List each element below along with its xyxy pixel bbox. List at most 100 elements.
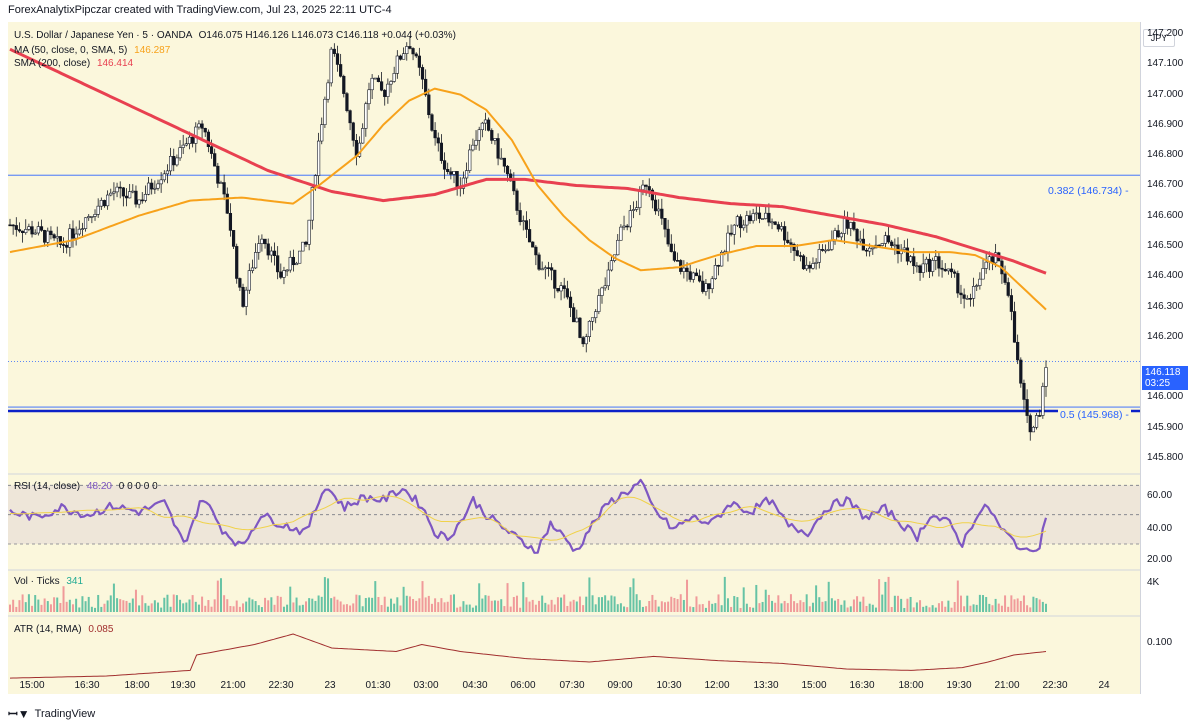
candle-body xyxy=(817,249,821,263)
volume-bar xyxy=(994,598,997,612)
candle-body xyxy=(886,235,891,243)
candle-body xyxy=(713,265,717,280)
candle-body xyxy=(499,157,503,160)
fib-level-0382-label[interactable]: 0.382 (146.734) - xyxy=(1046,185,1131,197)
candle-body xyxy=(238,278,242,288)
candle-body xyxy=(109,192,113,196)
candle-body xyxy=(836,230,840,238)
time-axis-label: 15:00 xyxy=(801,680,827,691)
candle-body xyxy=(335,53,340,65)
volume-bar xyxy=(238,606,241,612)
volume-bar xyxy=(815,585,818,612)
fib-level-05-label[interactable]: 0.5 (145.968) - xyxy=(1058,409,1131,421)
candle-body xyxy=(329,48,333,84)
time-axis-label: 16:30 xyxy=(849,680,875,691)
volume-bar xyxy=(607,600,610,612)
volume-bar xyxy=(305,601,307,612)
legend-ma-row[interactable]: MA (50, close, 0, SMA, 5) 146.287 xyxy=(14,45,170,56)
price-axis-label: 147.100 xyxy=(1147,58,1184,70)
volume-bar xyxy=(242,603,245,612)
legend-symbol[interactable]: U.S. Dollar / Japanese Yen · 5 · OANDA xyxy=(14,30,192,41)
candle-body xyxy=(587,320,592,337)
candle-body xyxy=(868,247,872,252)
volume-bar xyxy=(386,606,389,612)
volume-bar xyxy=(915,602,918,612)
candle-body xyxy=(464,170,469,179)
volume-bar xyxy=(604,595,607,612)
volume-bar xyxy=(317,595,320,612)
legend-vol-label: Vol · Ticks xyxy=(14,576,60,587)
candle-body xyxy=(153,187,157,190)
volume-bar xyxy=(267,600,270,612)
candle-body xyxy=(150,182,154,190)
candle-body xyxy=(36,226,40,234)
volume-bar xyxy=(462,601,465,612)
volume-bar xyxy=(103,603,106,612)
volume-bar xyxy=(301,604,304,612)
volume-bar xyxy=(739,607,742,612)
candle-body xyxy=(244,289,248,307)
candle-body xyxy=(383,89,387,97)
volume-bar xyxy=(204,605,207,612)
volume-bar xyxy=(878,579,881,612)
price-axis-label: 146.300 xyxy=(1147,300,1184,312)
candle-body xyxy=(685,267,689,272)
volume-bar xyxy=(484,595,487,612)
candle-body xyxy=(206,131,210,147)
legend-sma-label: SMA (200, close) xyxy=(14,58,91,69)
candle-body xyxy=(298,250,302,264)
volume-bar xyxy=(500,599,503,612)
volume-bar xyxy=(216,580,219,612)
volume-bar xyxy=(163,597,166,612)
candle-body xyxy=(430,114,434,131)
volume-bar xyxy=(84,601,87,612)
price-axis-label: 145.900 xyxy=(1147,421,1184,433)
legend-sma-row[interactable]: SMA (200, close) 146.414 xyxy=(14,58,133,69)
price-scale[interactable] xyxy=(1140,22,1200,694)
currency-button[interactable]: JPY xyxy=(1143,29,1175,47)
price-axis-label: 146.400 xyxy=(1147,270,1184,282)
candle-body xyxy=(546,267,551,269)
volume-bar xyxy=(802,602,805,612)
candle-body xyxy=(631,209,636,211)
volume-bar xyxy=(556,597,559,612)
candle-body xyxy=(663,218,667,230)
volume-bar xyxy=(27,594,30,612)
candle-body xyxy=(480,122,484,131)
volume-bar xyxy=(764,589,767,612)
candle-body xyxy=(71,228,75,239)
volume-bar xyxy=(629,587,632,612)
volume-bar xyxy=(975,604,978,612)
candle-body xyxy=(509,173,513,182)
time-axis-label: 21:00 xyxy=(220,680,246,691)
candle-body xyxy=(622,225,626,228)
volume-bar xyxy=(471,607,474,612)
volume-bar xyxy=(544,602,547,612)
candle-body xyxy=(162,173,166,181)
volume-bar xyxy=(843,600,846,612)
candle-body xyxy=(594,311,598,319)
candle-body xyxy=(568,296,573,308)
legend-atr-row[interactable]: ATR (14, RMA) 0.085 xyxy=(14,624,113,635)
volume-bar xyxy=(424,597,427,612)
volume-bar xyxy=(81,596,84,612)
volume-bar xyxy=(512,596,515,612)
candle-body xyxy=(968,298,973,300)
volume-bar xyxy=(40,604,43,612)
volume-bar xyxy=(506,583,509,612)
legend-vol-row[interactable]: Vol · Ticks 341 xyxy=(14,576,83,587)
legend-rsi-row[interactable]: RSI (14, close) 48.20 0 0 0 0 0 xyxy=(14,481,158,492)
candle-body xyxy=(628,210,632,228)
volume-bar xyxy=(588,577,591,612)
candle-body xyxy=(946,268,950,272)
volume-bar xyxy=(919,600,922,612)
candle-body xyxy=(823,249,828,252)
candle-body xyxy=(619,226,623,241)
candle-body xyxy=(905,247,910,262)
current-price: 146.118 xyxy=(1145,367,1181,378)
candle-body xyxy=(124,195,129,199)
candle-body xyxy=(669,243,673,252)
volume-bar xyxy=(53,597,56,612)
volume-bar xyxy=(364,598,367,612)
volume-bar xyxy=(509,606,512,612)
